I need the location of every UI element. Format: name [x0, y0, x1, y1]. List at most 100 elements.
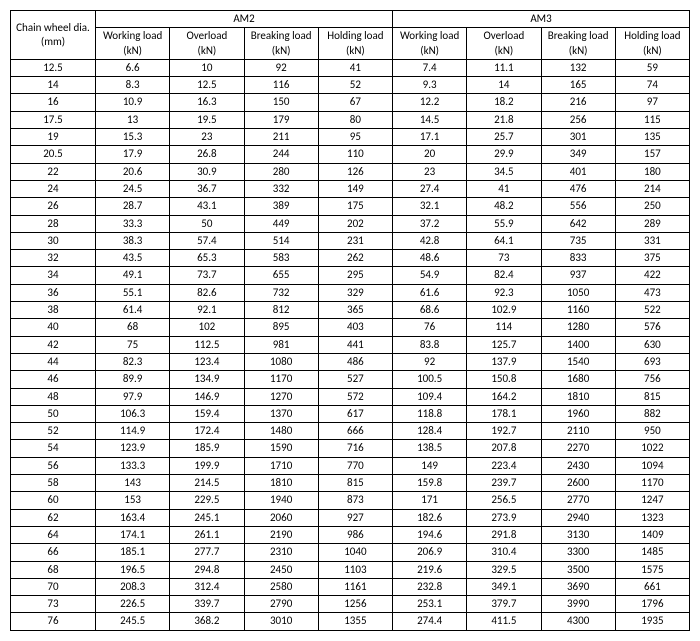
- cell-am3_w: 100.5: [393, 371, 467, 388]
- cell-am3_o: 25.7: [467, 129, 541, 146]
- cell-am2_o: 23: [170, 129, 244, 146]
- cell-am2_h: 41: [318, 59, 392, 76]
- cell-am2_o: 172.4: [170, 423, 244, 440]
- cell-am3_w: 14.5: [393, 111, 467, 128]
- cell-am2_o: 65.3: [170, 250, 244, 267]
- cell-am3_b: 1280: [541, 319, 615, 336]
- cell-am2_h: 666: [318, 423, 392, 440]
- cell-am2_o: 199.9: [170, 457, 244, 474]
- cell-am2_h: 815: [318, 475, 392, 492]
- table-row: 20.517.926.82441102029.9349157: [11, 146, 690, 163]
- cell-dia: 66: [11, 544, 96, 561]
- subheader-cell: Working load(kN): [96, 28, 170, 60]
- cell-am3_w: 149: [393, 457, 467, 474]
- cell-am3_b: 401: [541, 163, 615, 180]
- cell-am3_w: 118.8: [393, 405, 467, 422]
- cell-am2_h: 202: [318, 215, 392, 232]
- cell-am3_o: 207.8: [467, 440, 541, 457]
- cell-am2_h: 52: [318, 77, 392, 94]
- cell-am3_w: 83.8: [393, 336, 467, 353]
- cell-am3_w: 253.1: [393, 596, 467, 613]
- table-row: 4275112.598144183.8125.71400630: [11, 336, 690, 353]
- cell-am2_h: 1161: [318, 578, 392, 595]
- subheader-cell: Breaking load(kN): [541, 28, 615, 60]
- subheader-cell: Overload(kN): [170, 28, 244, 60]
- cell-am2_h: 403: [318, 319, 392, 336]
- cell-am3_b: 1050: [541, 284, 615, 301]
- subheader-cell: Holding load(kN): [318, 28, 392, 60]
- cell-am2_h: 486: [318, 353, 392, 370]
- cell-am3_b: 3690: [541, 578, 615, 595]
- cell-am2_o: 185.9: [170, 440, 244, 457]
- cell-am3_o: 239.7: [467, 475, 541, 492]
- cell-am3_w: 32.1: [393, 198, 467, 215]
- cell-am2_w: 226.5: [96, 596, 170, 613]
- table-row: 4482.3123.4108048692137.91540693: [11, 353, 690, 370]
- cell-am3_o: 150.8: [467, 371, 541, 388]
- cell-am2_b: 179: [244, 111, 318, 128]
- table-row: 1610.916.31506712.218.221697: [11, 94, 690, 111]
- cell-am3_b: 3500: [541, 561, 615, 578]
- cell-dia: 42: [11, 336, 96, 353]
- cell-am2_b: 1170: [244, 371, 318, 388]
- cell-am3_h: 1935: [615, 613, 689, 630]
- cell-am3_h: 661: [615, 578, 689, 595]
- cell-am2_b: 2790: [244, 596, 318, 613]
- table-row: 62163.4245.12060927182.6273.929401323: [11, 509, 690, 526]
- cell-am2_w: 245.5: [96, 613, 170, 630]
- table-row: 4068102895403761141280576: [11, 319, 690, 336]
- cell-am2_o: 36.7: [170, 180, 244, 197]
- cell-am3_w: 128.4: [393, 423, 467, 440]
- cell-am3_b: 937: [541, 267, 615, 284]
- cell-am3_w: 274.4: [393, 613, 467, 630]
- cell-am2_h: 1040: [318, 544, 392, 561]
- subheader-cell: Overload(kN): [467, 28, 541, 60]
- cell-am3_b: 216: [541, 94, 615, 111]
- cell-am2_o: 146.9: [170, 388, 244, 405]
- cell-am3_h: 1485: [615, 544, 689, 561]
- cell-am2_b: 211: [244, 129, 318, 146]
- cell-dia: 30: [11, 232, 96, 249]
- cell-am2_o: 43.1: [170, 198, 244, 215]
- cell-dia: 17.5: [11, 111, 96, 128]
- cell-am2_h: 927: [318, 509, 392, 526]
- cell-am3_h: 815: [615, 388, 689, 405]
- cell-dia: 70: [11, 578, 96, 595]
- cell-am2_w: 6.6: [96, 59, 170, 76]
- cell-am2_h: 80: [318, 111, 392, 128]
- cell-dia: 58: [11, 475, 96, 492]
- table-row: 3861.492.181236568.6102.91160522: [11, 302, 690, 319]
- header-dia-line1: Chain wheel dia.: [16, 21, 90, 34]
- header-dia-line2: (mm): [41, 35, 65, 48]
- cell-am2_h: 329: [318, 284, 392, 301]
- cell-am2_w: 82.3: [96, 353, 170, 370]
- cell-am2_o: 368.2: [170, 613, 244, 630]
- cell-dia: 46: [11, 371, 96, 388]
- cell-am2_w: 20.6: [96, 163, 170, 180]
- cell-am3_o: 114: [467, 319, 541, 336]
- cell-am3_o: 291.8: [467, 526, 541, 543]
- cell-am2_h: 572: [318, 388, 392, 405]
- cell-am3_w: 182.6: [393, 509, 467, 526]
- cell-am3_o: 55.9: [467, 215, 541, 232]
- cell-am3_o: 14: [467, 77, 541, 94]
- cell-am2_w: 174.1: [96, 526, 170, 543]
- table-row: 4897.9146.91270572109.4164.21810815: [11, 388, 690, 405]
- cell-am2_w: 114.9: [96, 423, 170, 440]
- cell-am2_h: 1256: [318, 596, 392, 613]
- cell-am2_o: 12.5: [170, 77, 244, 94]
- cell-am2_h: 986: [318, 526, 392, 543]
- cell-am3_b: 1160: [541, 302, 615, 319]
- cell-am2_w: 17.9: [96, 146, 170, 163]
- cell-dia: 24: [11, 180, 96, 197]
- cell-am3_o: 34.5: [467, 163, 541, 180]
- cell-am2_o: 245.1: [170, 509, 244, 526]
- cell-am3_o: 11.1: [467, 59, 541, 76]
- cell-am3_w: 23: [393, 163, 467, 180]
- cell-am3_w: 219.6: [393, 561, 467, 578]
- cell-dia: 48: [11, 388, 96, 405]
- table-row: 12.56.61092417.411.113259: [11, 59, 690, 76]
- cell-am2_o: 123.4: [170, 353, 244, 370]
- cell-am3_b: 165: [541, 77, 615, 94]
- cell-dia: 50: [11, 405, 96, 422]
